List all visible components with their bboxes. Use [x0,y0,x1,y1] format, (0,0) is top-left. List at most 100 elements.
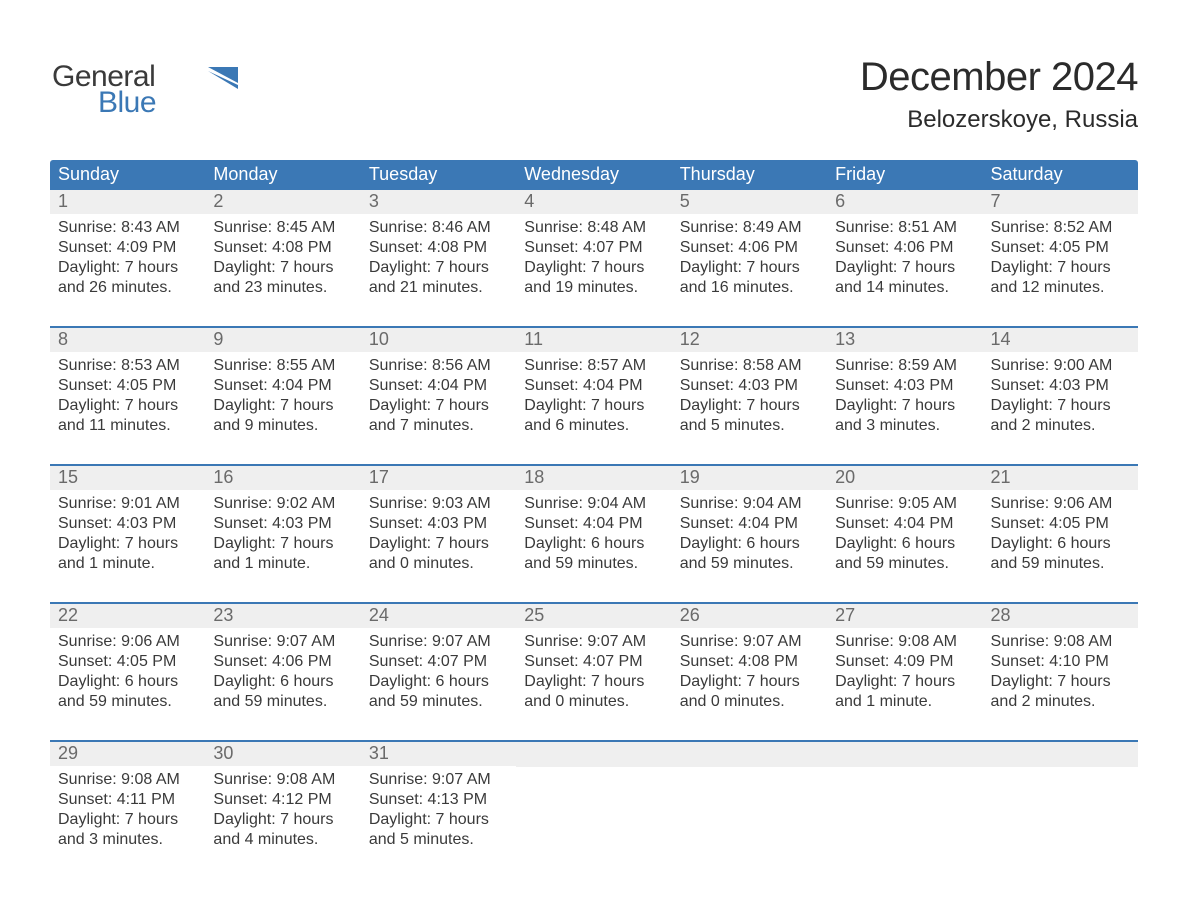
calendar-cell: 7Sunrise: 8:52 AMSunset: 4:05 PMDaylight… [983,190,1138,308]
calendar-cell: 10Sunrise: 8:56 AMSunset: 4:04 PMDayligh… [361,328,516,446]
calendar-cell: 16Sunrise: 9:02 AMSunset: 4:03 PMDayligh… [205,466,360,584]
sunset-line: Sunset: 4:06 PM [680,238,819,258]
sunrise-line: Sunrise: 9:07 AM [213,632,352,652]
sunrise-line: Sunrise: 9:06 AM [58,632,197,652]
calendar-cell [672,742,827,860]
sunset-line: Sunset: 4:08 PM [680,652,819,672]
flag-icon [208,67,244,89]
dl1-line: Daylight: 7 hours [991,396,1130,416]
date-number: 6 [827,190,982,214]
dl2-line: and 9 minutes. [213,416,352,436]
dl2-line: and 59 minutes. [213,692,352,712]
dl1-line: Daylight: 7 hours [835,672,974,692]
dl1-line: Daylight: 7 hours [213,534,352,554]
calendar-cell: 4Sunrise: 8:48 AMSunset: 4:07 PMDaylight… [516,190,671,308]
dl1-line: Daylight: 7 hours [991,258,1130,278]
day-header-friday: Friday [827,160,982,190]
dl2-line: and 59 minutes. [835,554,974,574]
date-number: 8 [50,328,205,352]
sunset-line: Sunset: 4:05 PM [58,376,197,396]
calendar-cell: 11Sunrise: 8:57 AMSunset: 4:04 PMDayligh… [516,328,671,446]
sunset-line: Sunset: 4:04 PM [213,376,352,396]
dl1-line: Daylight: 7 hours [835,258,974,278]
date-number: 12 [672,328,827,352]
sunrise-line: Sunrise: 9:03 AM [369,494,508,514]
dl1-line: Daylight: 7 hours [58,810,197,830]
dl2-line: and 59 minutes. [991,554,1130,574]
sunrise-line: Sunrise: 8:53 AM [58,356,197,376]
calendar-cell: 13Sunrise: 8:59 AMSunset: 4:03 PMDayligh… [827,328,982,446]
dl2-line: and 1 minute. [835,692,974,712]
date-number: 31 [361,742,516,766]
sunrise-line: Sunrise: 8:52 AM [991,218,1130,238]
dl1-line: Daylight: 6 hours [524,534,663,554]
calendar-cell: 29Sunrise: 9:08 AMSunset: 4:11 PMDayligh… [50,742,205,860]
date-number: 24 [361,604,516,628]
calendar-cell: 31Sunrise: 9:07 AMSunset: 4:13 PMDayligh… [361,742,516,860]
date-number: 23 [205,604,360,628]
calendar-cell: 27Sunrise: 9:08 AMSunset: 4:09 PMDayligh… [827,604,982,722]
week-row: 15Sunrise: 9:01 AMSunset: 4:03 PMDayligh… [50,464,1138,584]
sunset-line: Sunset: 4:09 PM [58,238,197,258]
date-number: 26 [672,604,827,628]
sunrise-line: Sunrise: 8:59 AM [835,356,974,376]
date-number: 10 [361,328,516,352]
day-header-monday: Monday [205,160,360,190]
sunset-line: Sunset: 4:03 PM [58,514,197,534]
dl2-line: and 2 minutes. [991,416,1130,436]
dl1-line: Daylight: 6 hours [991,534,1130,554]
sunrise-line: Sunrise: 9:04 AM [524,494,663,514]
dl2-line: and 59 minutes. [58,692,197,712]
dl1-line: Daylight: 7 hours [369,534,508,554]
calendar-cell: 18 Sunrise: 9:04 AMSunset: 4:04 PMDayligh… [516,466,671,584]
calendar-cell: 20Sunrise: 9:05 AMSunset: 4:04 PMDayligh… [827,466,982,584]
calendar-cell [983,742,1138,860]
date-number: 18 [516,466,671,490]
dl2-line: and 4 minutes. [213,830,352,850]
sunset-line: Sunset: 4:12 PM [213,790,352,810]
dl2-line: and 23 minutes. [213,278,352,298]
calendar-cell: 5Sunrise: 8:49 AMSunset: 4:06 PMDaylight… [672,190,827,308]
date-number: 17 [361,466,516,490]
date-number [672,742,827,767]
sunset-line: Sunset: 4:08 PM [213,238,352,258]
dl2-line: and 12 minutes. [991,278,1130,298]
weeks-container: 1Sunrise: 8:43 AMSunset: 4:09 PMDaylight… [50,190,1138,860]
sunrise-line: Sunrise: 8:56 AM [369,356,508,376]
dl1-line: Daylight: 7 hours [58,258,197,278]
dl1-line: Daylight: 6 hours [58,672,197,692]
dl1-line: Daylight: 7 hours [58,534,197,554]
date-number: 2 [205,190,360,214]
dl2-line: and 5 minutes. [369,830,508,850]
sunset-line: Sunset: 4:04 PM [524,376,663,396]
sunset-line: Sunset: 4:03 PM [369,514,508,534]
dl1-line: Daylight: 7 hours [369,810,508,830]
date-number: 15 [50,466,205,490]
sunrise-line: Sunrise: 9:01 AM [58,494,197,514]
calendar-cell: 3Sunrise: 8:46 AMSunset: 4:08 PMDaylight… [361,190,516,308]
date-number: 28 [983,604,1138,628]
calendar-cell: 1 Sunrise: 8:43 AMSunset: 4:09 PMDaylight… [50,190,205,308]
sunrise-line: Sunrise: 8:43 AM [58,218,197,238]
dl1-line: Daylight: 7 hours [213,396,352,416]
dl2-line: and 1 minute. [213,554,352,574]
sunset-line: Sunset: 4:04 PM [524,514,663,534]
sunset-line: Sunset: 4:13 PM [369,790,508,810]
dl1-line: Daylight: 6 hours [369,672,508,692]
dl1-line: Daylight: 7 hours [369,396,508,416]
day-header-tuesday: Tuesday [361,160,516,190]
dl2-line: and 2 minutes. [991,692,1130,712]
sunrise-line: Sunrise: 9:05 AM [835,494,974,514]
dl1-line: Daylight: 6 hours [680,534,819,554]
sunrise-line: Sunrise: 9:08 AM [835,632,974,652]
sunrise-line: Sunrise: 9:06 AM [991,494,1130,514]
day-header-row: Sunday Monday Tuesday Wednesday Thursday… [50,160,1138,190]
dl1-line: Daylight: 7 hours [369,258,508,278]
dl2-line: and 1 minute. [58,554,197,574]
date-number: 1 [50,190,205,214]
sunset-line: Sunset: 4:04 PM [680,514,819,534]
sunrise-line: Sunrise: 9:07 AM [524,632,663,652]
week-row: 8 Sunrise: 8:53 AMSunset: 4:05 PM Daylight… [50,326,1138,446]
day-header-thursday: Thursday [672,160,827,190]
date-number: 14 [983,328,1138,352]
